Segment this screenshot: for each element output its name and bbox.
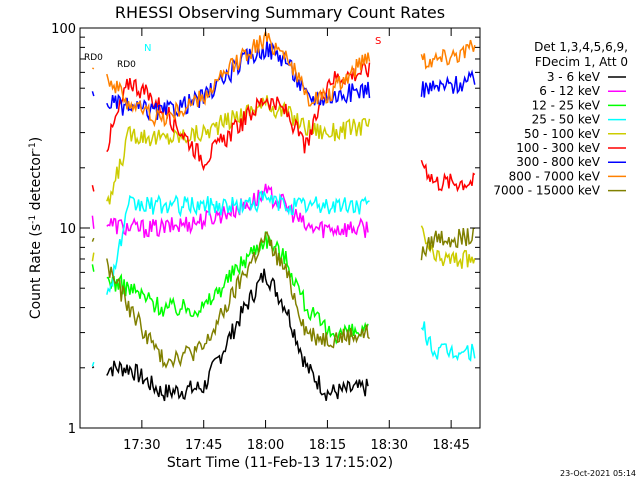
legend-label: 25 - 50 keV: [532, 113, 601, 127]
legend-label: 6 - 12 keV: [539, 84, 601, 98]
annotation-s: S: [375, 36, 381, 47]
series-line: [91, 227, 475, 369]
legend-label: 100 - 300 keV: [516, 141, 600, 155]
y-axis-label: Count Rate (s-1 detector-1): [28, 137, 44, 319]
y-label-end: ): [28, 137, 44, 142]
x-tick-label: 17:30: [123, 438, 160, 453]
y-tick-label: 10: [59, 222, 76, 237]
y-tick-label: 100: [51, 22, 76, 37]
series-line: [91, 31, 476, 128]
annotation-rd0-mid: RD0: [117, 60, 136, 70]
legend-label: 12 - 25 keV: [532, 98, 601, 112]
series-line: [91, 60, 476, 193]
annotation-n: N: [144, 43, 151, 54]
series-line: [91, 190, 476, 367]
y-ticks: 1 10 100: [51, 22, 480, 437]
annotation-rd0-left: RD0: [84, 53, 103, 63]
legend-header-1: Det 1,3,4,5,6,9,: [534, 40, 628, 54]
x-axis-label: Start Time (11-Feb-13 17:15:02): [167, 455, 393, 471]
y-label-mid: detector: [28, 151, 44, 215]
y-tick-label: 1: [68, 422, 76, 437]
legend-label: 800 - 7000 keV: [509, 169, 601, 183]
y-label-main: Count Rate (s: [28, 224, 44, 319]
chart-title: RHESSI Observing Summary Count Rates: [115, 3, 445, 22]
legend-label: 3 - 6 keV: [547, 70, 601, 84]
legend-header-2: FDecim 1, Att 0: [535, 55, 628, 69]
y-label-sup: -1: [28, 215, 38, 224]
x-tick-label: 18:15: [309, 438, 346, 453]
legend-label: 300 - 800 keV: [516, 155, 600, 169]
legend-label: 50 - 100 keV: [524, 127, 601, 141]
plot-marks: [91, 31, 476, 402]
x-tick-label: 18:00: [247, 438, 284, 453]
y-label-sup2: -1: [28, 142, 38, 151]
timestamp: 23-Oct-2021 05:14: [560, 469, 636, 478]
series-line: [91, 231, 369, 345]
legend-label: 7000 - 15000 keV: [493, 184, 600, 198]
x-tick-label: 18:30: [371, 438, 408, 453]
series-line: [91, 95, 476, 269]
x-tick-label: 17:45: [185, 438, 222, 453]
x-ticks: 17:30 17:45 18:00 18:15 18:30 18:45: [123, 28, 470, 453]
x-tick-label: 18:45: [432, 438, 469, 453]
series-line: [91, 268, 369, 402]
